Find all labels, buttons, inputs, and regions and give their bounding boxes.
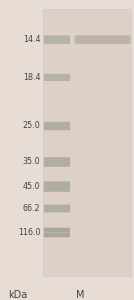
Text: M: M <box>76 290 85 299</box>
FancyBboxPatch shape <box>44 232 70 237</box>
FancyBboxPatch shape <box>44 122 70 130</box>
Text: 45.0: 45.0 <box>23 182 40 191</box>
Text: 18.4: 18.4 <box>23 73 40 82</box>
FancyBboxPatch shape <box>44 182 70 187</box>
FancyBboxPatch shape <box>44 157 70 162</box>
Text: kDa: kDa <box>8 290 27 299</box>
FancyBboxPatch shape <box>44 162 70 167</box>
FancyBboxPatch shape <box>44 205 70 212</box>
FancyBboxPatch shape <box>44 186 70 192</box>
FancyBboxPatch shape <box>44 35 70 44</box>
Text: 66.2: 66.2 <box>23 204 40 213</box>
FancyBboxPatch shape <box>44 228 70 232</box>
Text: 14.4: 14.4 <box>23 35 40 44</box>
FancyBboxPatch shape <box>75 35 130 44</box>
Bar <box>43 9 131 276</box>
Text: 25.0: 25.0 <box>23 122 40 130</box>
Text: 116.0: 116.0 <box>18 228 40 237</box>
FancyBboxPatch shape <box>44 74 70 81</box>
Text: 35.0: 35.0 <box>23 158 40 166</box>
